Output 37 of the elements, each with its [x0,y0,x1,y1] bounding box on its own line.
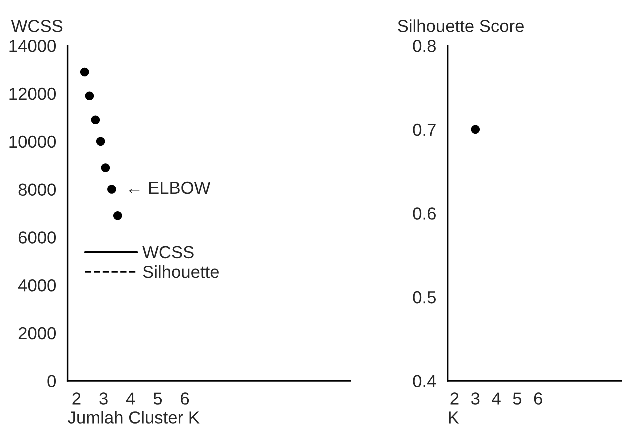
legend-label: Silhouette [143,265,219,278]
annotation: ← ELBOW [129,182,211,194]
point [91,116,100,124]
y-tick-label: 6000 [18,232,56,244]
y-tick-label: 8000 [18,184,56,196]
y-tick-label: 0.7 [413,124,436,136]
y-tick-label: 0.4 [413,375,436,388]
point [96,137,106,146]
x-axis-title: K [449,412,460,424]
point [85,92,94,101]
x-axis-title: Jumlah Cluster K [68,411,200,424]
x-tick-label: 5 [154,392,162,405]
x-tick-label: 3 [471,392,480,405]
x-tick-label: 4 [492,392,501,405]
point [101,164,110,172]
x-tick-label: 5 [513,392,522,405]
x-tick-label: 4 [126,392,136,405]
y-tick-label: 0 [48,375,56,388]
y-tick-label: 14000 [10,40,56,52]
y-tick-label: 10000 [10,136,56,148]
x-tick-label: 6 [534,392,542,405]
y-tick-label: 0.6 [413,208,436,220]
x-tick-label: 2 [72,392,81,405]
legend-label: WCSS [142,246,194,259]
x-tick-label: 6 [181,392,190,405]
y-axis-title: WCSS [11,20,63,32]
y-tick-label: 0.8 [413,40,436,52]
point [108,185,116,194]
x-tick-label: 2 [450,392,459,405]
y-axis-title: Silhouette Score [398,20,524,32]
y-tick-label: 2000 [18,327,56,340]
y-tick-label: 0.5 [413,291,436,304]
x-tick-label: 3 [100,392,108,405]
y-tick-label: 4000 [18,279,56,292]
y-tick-label: 12000 [10,88,56,100]
point [80,68,90,77]
point [113,211,122,220]
